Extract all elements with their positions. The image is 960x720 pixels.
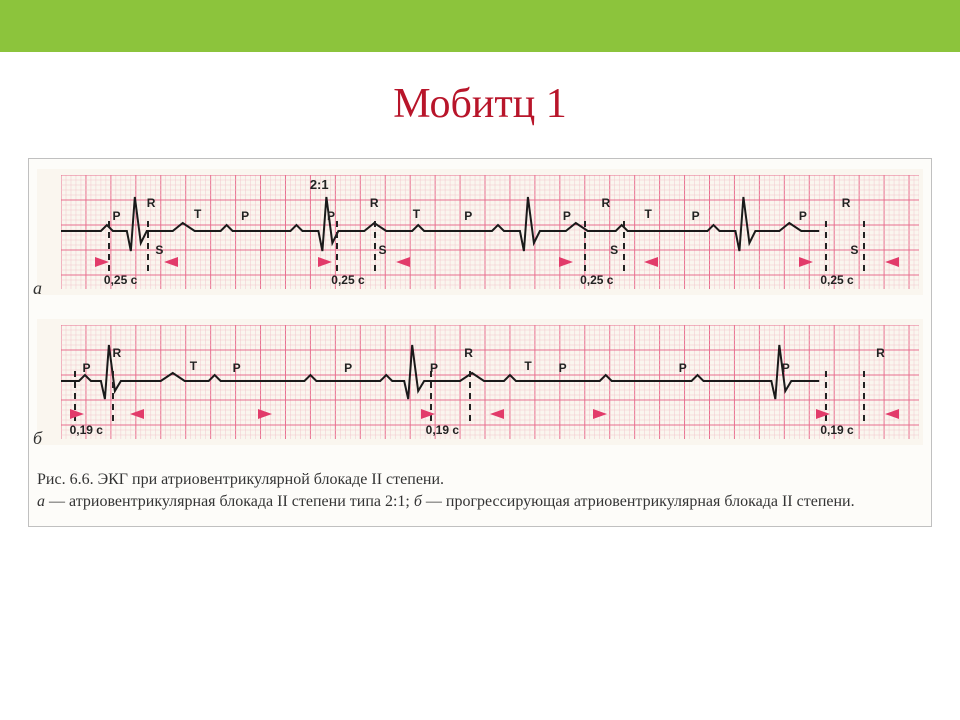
- caption-a: — атриовентрикулярная блокада II степени…: [45, 493, 414, 510]
- accent-bar: [0, 0, 960, 52]
- caption-b-prefix: б: [414, 493, 422, 510]
- strip-label-b: б: [33, 428, 42, 449]
- caption-title: ЭКГ при атриовентрикулярной блокаде II с…: [98, 471, 444, 488]
- ecg-strip-b: PRTPPPRTPPPR0,19 с0,19 с0,19 с б: [37, 319, 923, 445]
- figure-container: PRTPPRTPPRTPPRSSSS0,25 с0,25 с0,25 с0,25…: [28, 158, 932, 527]
- ecg-strip-a: PRTPPRTPPRTPPRSSSS0,25 с0,25 с0,25 с0,25…: [37, 169, 923, 295]
- caption-b: — прогрессирующая атриовентрику­лярная б…: [422, 493, 855, 510]
- page-title: Мобитц 1: [0, 80, 960, 128]
- strip-label-a: a: [33, 278, 42, 299]
- figure-caption: Рис. 6.6. ЭКГ при атриовентрикулярной бл…: [37, 469, 923, 512]
- ecg-grid-a: PRTPPRTPPRTPPRSSSS0,25 с0,25 с0,25 с0,25…: [61, 175, 919, 289]
- ratio-label: 2:1: [310, 177, 329, 192]
- ecg-grid-b: PRTPPPRTPPPR0,19 с0,19 с0,19 с: [61, 325, 919, 439]
- caption-fignum: Рис. 6.6.: [37, 471, 94, 488]
- caption-a-prefix: a: [37, 493, 45, 510]
